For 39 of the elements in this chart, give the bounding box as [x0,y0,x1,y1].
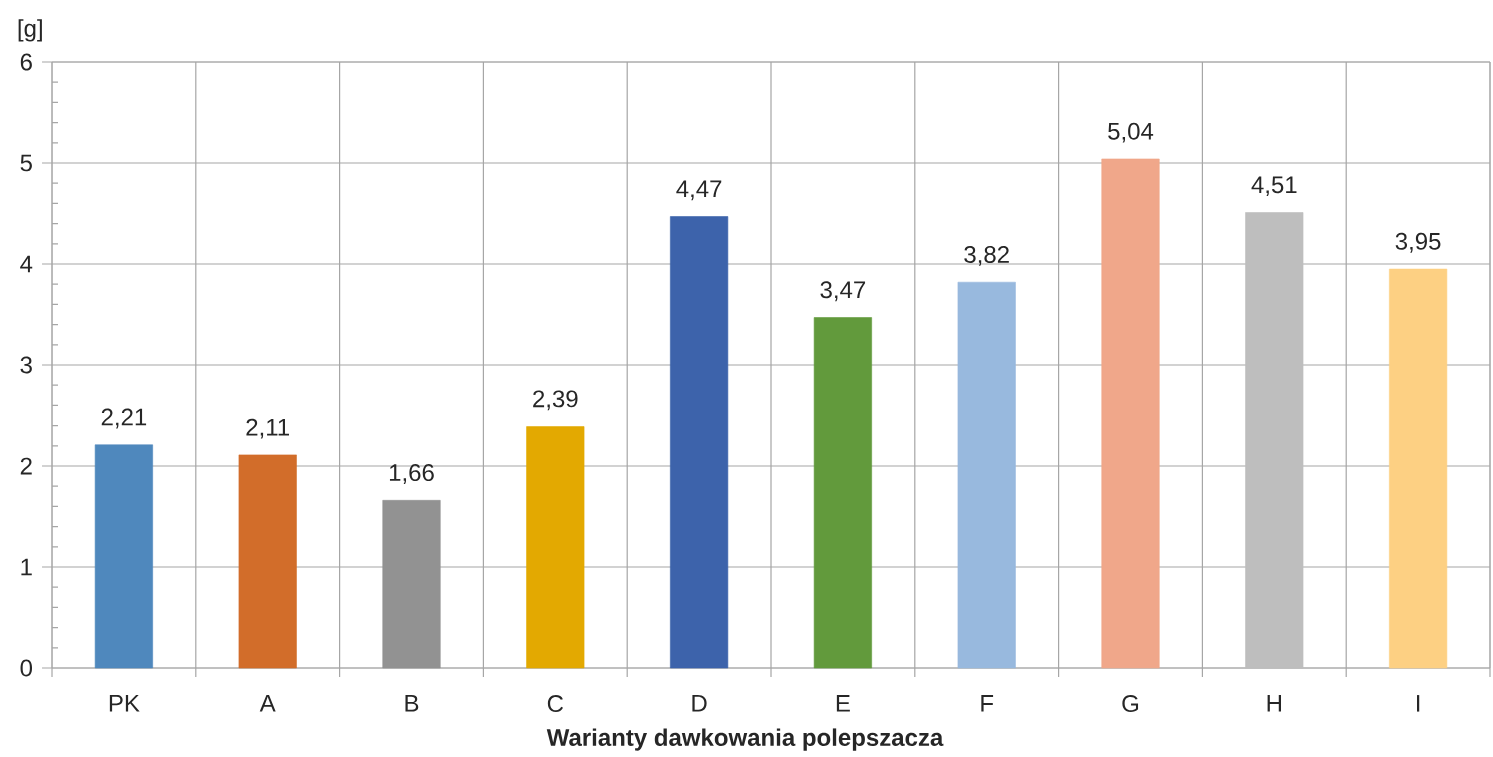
data-label: 1,66 [389,464,434,484]
x-axis-title: Warianty dawkowania polepszacza [546,728,944,751]
data-label: 3,47 [820,281,866,302]
y-tick-label: 5 [20,154,32,172]
bar [1389,268,1448,669]
y-tick-label: 1 [21,558,32,576]
data-label: 4,47 [676,180,722,201]
data-label: 2,11 [246,418,289,439]
y-tick-label: 6 [20,53,32,71]
x-tick-label: C [547,695,564,713]
x-tick-label: H [1267,695,1282,712]
bar [94,444,153,669]
bar [1101,158,1160,669]
bar [813,317,872,669]
bar [382,500,441,669]
x-tick-label: G [1122,695,1139,713]
bar [526,426,585,669]
x-tick-label: F [981,695,994,712]
y-tick-label: 3 [20,356,32,374]
x-tick-label: PK [109,695,140,712]
x-tick-label: E [836,695,850,712]
y-axis-title: [g] [18,19,42,42]
y-tick-label: 0 [20,659,33,677]
x-tick-label: D [692,695,707,712]
bar [238,454,297,669]
bar [1245,212,1304,669]
data-label: 3,82 [964,245,1009,266]
data-label: 2,39 [533,390,578,411]
x-tick-label: B [405,695,419,712]
x-tick-label: I [1416,695,1420,712]
bar [670,216,729,669]
data-label: 4,51 [1251,176,1297,197]
x-tick-label: A [259,695,276,712]
y-tick-label: 4 [20,255,33,273]
bar [957,281,1016,669]
data-label: 3,95 [1395,232,1441,253]
data-label: 2,21 [101,408,147,429]
y-tick-label: 2 [20,457,32,475]
data-label: 5,04 [1108,122,1154,143]
